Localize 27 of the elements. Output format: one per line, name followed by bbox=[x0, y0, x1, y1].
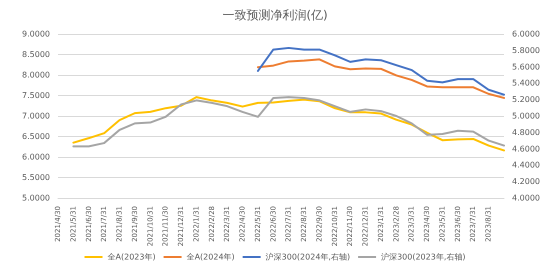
y-tick-label: 7.5000 bbox=[22, 91, 50, 100]
y2-tick-label: 4.8000 bbox=[512, 128, 540, 137]
chart-title: 一致预测净利润(亿) bbox=[222, 8, 328, 22]
legend-label: 全A(2023年) bbox=[108, 252, 156, 262]
y2-tick-label: 6.0000 bbox=[512, 30, 540, 38]
y-tick-label: 9.0000 bbox=[22, 30, 50, 38]
line-series bbox=[256, 58, 505, 99]
y2-tick-label: 5.8000 bbox=[512, 46, 540, 55]
y2-tick-label: 5.0000 bbox=[512, 112, 540, 120]
y-tick-label: 7.0000 bbox=[22, 112, 50, 120]
legend-label: 沪深300(2024年,右轴) bbox=[266, 252, 350, 262]
y-tick-label: 5.0000 bbox=[22, 194, 50, 202]
y2-tick-label: 4.6000 bbox=[512, 144, 540, 154]
y2-tick-label: 4.4000 bbox=[512, 160, 540, 170]
y2-tick-label: 5.4000 bbox=[512, 78, 540, 88]
y2-tick-label: 5.6000 bbox=[512, 62, 540, 72]
legend-label: 沪深300(2023年,右轴) bbox=[381, 252, 466, 262]
y-tick-label: 8.0000 bbox=[22, 70, 50, 80]
y-tick-label: 8.5000 bbox=[22, 50, 50, 59]
line-series bbox=[256, 46, 505, 96]
y2-tick-label: 4.2000 bbox=[512, 177, 540, 186]
y-tick-label: 5.5000 bbox=[22, 173, 50, 182]
y2-tick-label: 5.2000 bbox=[512, 95, 540, 104]
legend-label: 全A(2024年) bbox=[186, 252, 235, 262]
y-tick-label: 6.5000 bbox=[22, 132, 50, 141]
y-tick-label: 6.0000 bbox=[22, 152, 50, 162]
y2-tick-label: 4.0000 bbox=[512, 194, 540, 202]
